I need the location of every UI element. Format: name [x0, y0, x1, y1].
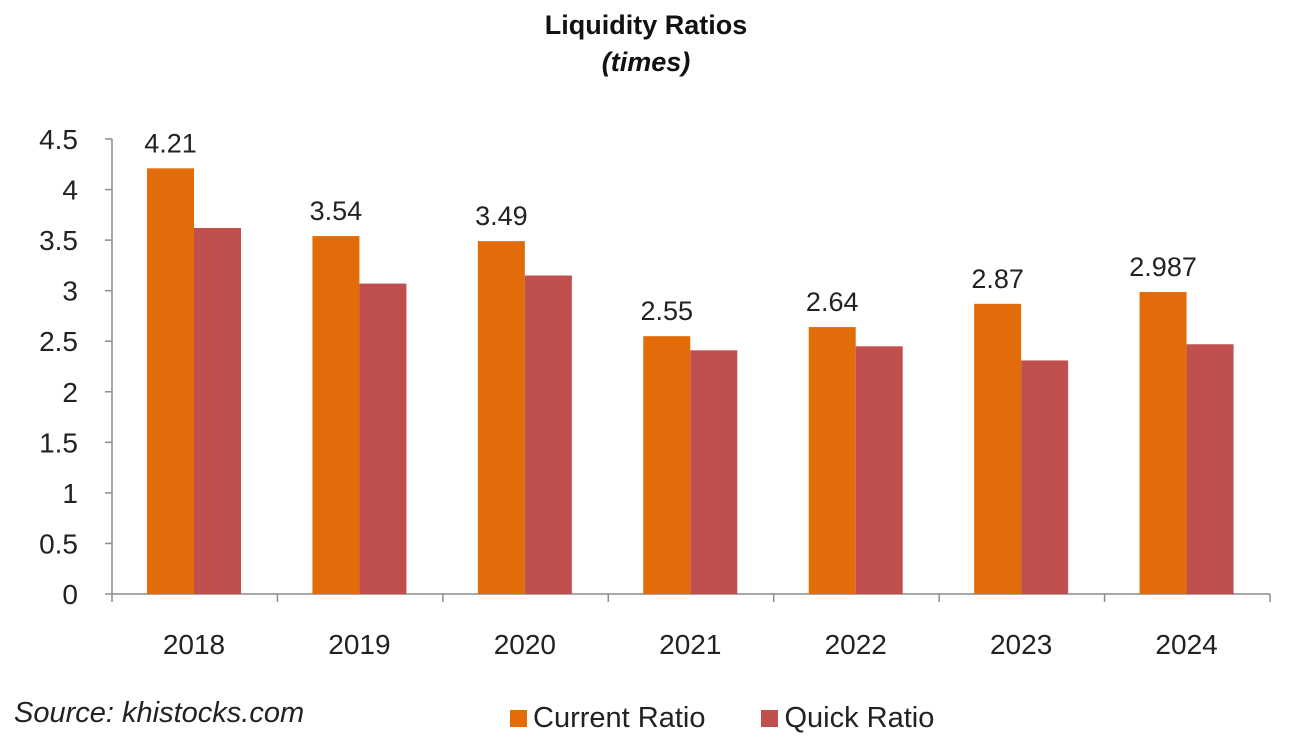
x-tick-label: 2022 — [825, 629, 887, 660]
legend-label-current-ratio: Current Ratio — [533, 701, 706, 734]
x-tick-label: 2023 — [990, 629, 1052, 660]
chart-legend: Current Ratio Quick Ratio — [510, 700, 934, 736]
y-tick-label: 1 — [62, 478, 78, 509]
bar-quick-ratio — [855, 346, 903, 594]
data-label: 2.987 — [1129, 252, 1197, 282]
legend-swatch-quick-ratio — [761, 709, 779, 727]
bar-quick-ratio — [524, 275, 572, 594]
bar-current-ratio — [477, 241, 525, 594]
x-tick-label: 2019 — [328, 629, 390, 660]
bar-quick-ratio — [690, 350, 738, 594]
bar-quick-ratio — [1186, 344, 1234, 594]
data-label: 2.87 — [971, 264, 1024, 294]
bar-current-ratio — [1139, 291, 1187, 594]
legend-item-current-ratio: Current Ratio — [510, 702, 705, 735]
data-label: 3.54 — [310, 196, 363, 226]
x-tick-label: 2018 — [163, 629, 225, 660]
chart-title: Liquidity Ratios — [544, 10, 748, 40]
bar-current-ratio — [974, 303, 1022, 594]
data-label: 4.21 — [144, 128, 197, 158]
legend-item-quick-ratio: Quick Ratio — [761, 702, 934, 735]
y-tick-label: 1.5 — [39, 427, 78, 458]
x-tick-label: 2024 — [1155, 629, 1217, 660]
source-note: Source: khistocks.com — [14, 697, 305, 729]
data-label: 3.49 — [475, 201, 528, 231]
y-tick-label: 0.5 — [39, 528, 78, 559]
legend-swatch-current-ratio — [510, 709, 527, 727]
y-tick-label: 2.5 — [39, 326, 78, 357]
chart-bars — [147, 168, 1234, 595]
y-tick-label: 4.5 — [39, 124, 78, 155]
y-tick-label: 3 — [62, 276, 78, 307]
bar-current-ratio — [643, 336, 691, 594]
x-tick-label: 2020 — [494, 629, 556, 660]
data-label: 2.55 — [641, 296, 694, 326]
bar-current-ratio — [312, 236, 360, 595]
y-tick-label: 3.5 — [39, 225, 78, 256]
bar-current-ratio — [147, 168, 194, 595]
bar-current-ratio — [808, 327, 856, 594]
chart-subtitle: (times) — [601, 47, 691, 77]
chart-data-labels: 4.21 3.54 3.49 2.55 2.64 2.87 2.987 — [144, 128, 1197, 326]
bar-quick-ratio — [1021, 360, 1069, 594]
y-tick-label: 4 — [62, 175, 78, 206]
bar-quick-ratio — [194, 227, 241, 594]
legend-label-quick-ratio: Quick Ratio — [784, 701, 935, 734]
x-tick-label: 2021 — [659, 629, 721, 660]
y-tick-label: 2 — [62, 377, 78, 408]
data-label: 2.64 — [806, 287, 859, 317]
bar-quick-ratio — [359, 283, 407, 594]
y-tick-label: 0 — [62, 579, 78, 610]
